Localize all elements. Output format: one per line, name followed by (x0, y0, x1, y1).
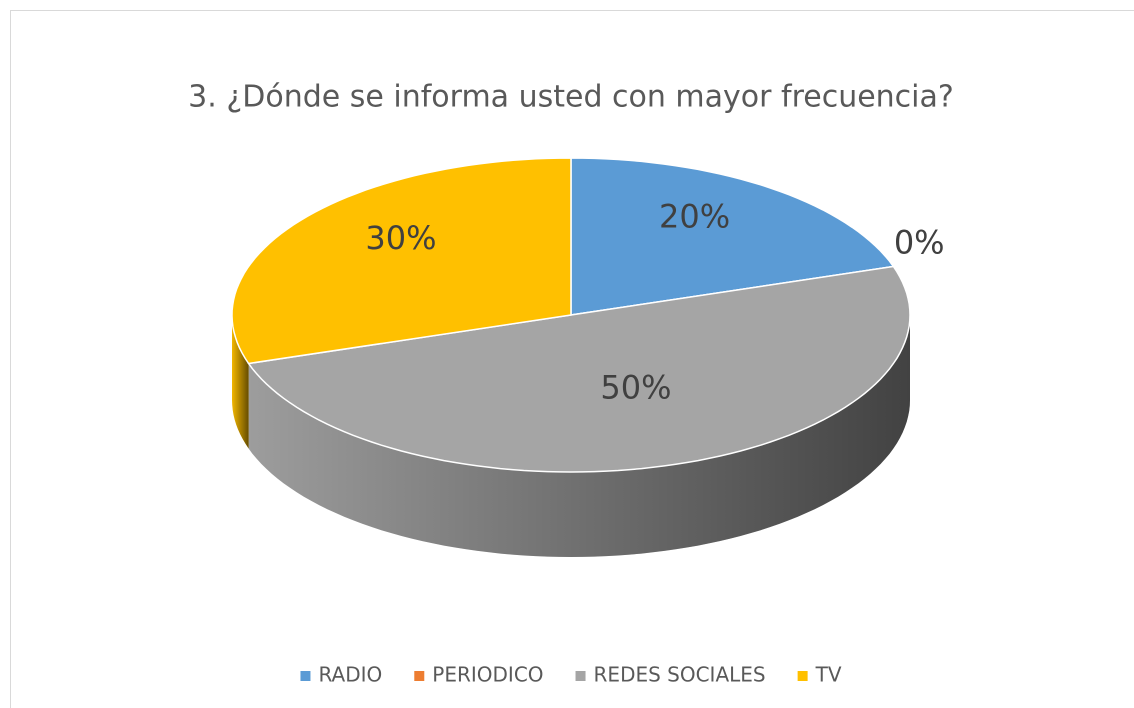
legend-label: PERIODICO (432, 663, 543, 687)
pie-slice (247, 265, 911, 473)
data-label: 20% (659, 197, 730, 235)
side-shade (248, 315, 911, 557)
legend-label: RADIO (318, 663, 382, 687)
legend-swatch (300, 671, 311, 681)
data-label: 30% (365, 219, 436, 257)
legend-label: TV (815, 663, 842, 687)
data-label: 0% (894, 224, 945, 262)
chart-title: 3. ¿Dónde se informa usted con mayor fre… (188, 80, 954, 115)
pie-slice (231, 157, 572, 365)
pie-slice (570, 157, 895, 316)
legend: RADIO PERIODICO REDES SOCIALES TV (300, 663, 842, 687)
side-shade (232, 315, 249, 449)
legend-swatch (575, 671, 586, 681)
data-label: 50% (600, 369, 671, 407)
legend-swatch (797, 671, 808, 681)
legend-swatch (414, 671, 425, 681)
legend-label: REDES SOCIALES (594, 663, 766, 687)
